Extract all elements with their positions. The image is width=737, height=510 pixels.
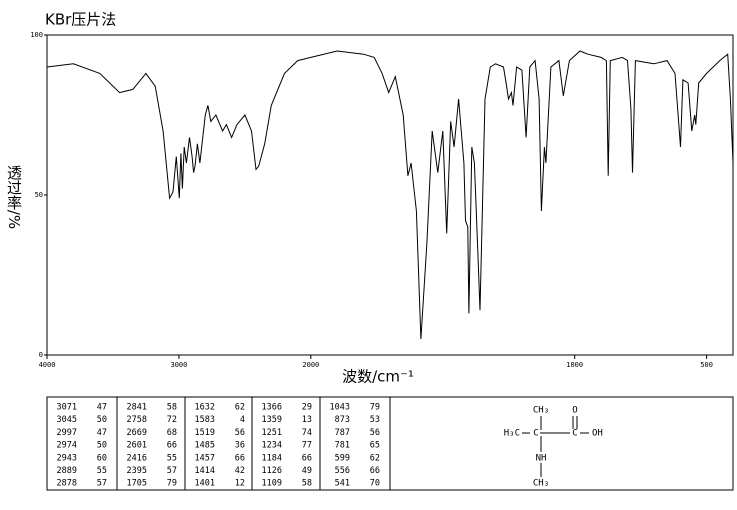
table-transmittance: 68 [167, 428, 177, 438]
table-wavenumber: 2974 [57, 441, 77, 451]
table-transmittance: 56 [235, 428, 245, 438]
atom-label: C [572, 429, 577, 439]
table-transmittance: 58 [167, 403, 177, 413]
structure-bonds [522, 416, 589, 477]
table-wavenumber: 1366 [262, 403, 282, 413]
table-transmittance: 53 [370, 415, 380, 425]
table-transmittance: 4 [240, 415, 245, 425]
table-wavenumber: 1705 [127, 479, 147, 489]
table-transmittance: 55 [167, 453, 177, 463]
table-wavenumber: 2943 [57, 453, 77, 463]
table-wavenumber: 1583 [195, 415, 215, 425]
table-wavenumber: 2669 [127, 428, 147, 438]
table-wavenumber: 2997 [57, 428, 77, 438]
table-transmittance: 74 [302, 428, 312, 438]
table-wavenumber: 3071 [57, 403, 77, 413]
table-transmittance: 36 [235, 441, 245, 451]
table-transmittance: 62 [235, 403, 245, 413]
table-transmittance: 50 [97, 415, 107, 425]
atom-label: CH₃ [533, 406, 549, 416]
y-tick-label: 100 [30, 31, 43, 39]
table-transmittance: 72 [167, 415, 177, 425]
table-wavenumber: 3045 [57, 415, 77, 425]
table-transmittance: 66 [370, 466, 380, 476]
table-transmittance: 57 [167, 466, 177, 476]
table-wavenumber: 2889 [57, 466, 77, 476]
atom-label: C [533, 429, 538, 439]
table-transmittance: 29 [302, 403, 312, 413]
table-transmittance: 66 [167, 441, 177, 451]
table-wavenumber: 1043 [330, 403, 350, 413]
chart-title: KBr压片法 [45, 11, 116, 29]
plot-frame [46, 34, 734, 356]
table-wavenumber: 2878 [57, 479, 77, 489]
table-transmittance: 56 [370, 428, 380, 438]
table-transmittance: 49 [302, 466, 312, 476]
table-wavenumber: 1401 [195, 479, 215, 489]
table-transmittance: 55 [97, 466, 107, 476]
table-wavenumber: 1184 [262, 453, 282, 463]
table-wavenumber: 787 [335, 428, 350, 438]
table-wavenumber: 2841 [127, 403, 147, 413]
y-tick-label: 50 [35, 191, 43, 199]
table-transmittance: 70 [370, 479, 380, 489]
x-tick-label: 2000 [302, 361, 319, 369]
table-transmittance: 66 [302, 453, 312, 463]
table-transmittance: 47 [97, 428, 107, 438]
x-axis-label: 波数/cm⁻¹ [342, 368, 414, 386]
table-wavenumber: 2416 [127, 453, 147, 463]
table-transmittance: 12 [235, 479, 245, 489]
table-transmittance: 13 [302, 415, 312, 425]
atom-label: O [572, 406, 577, 416]
table-wavenumber: 1632 [195, 403, 215, 413]
y-axis-label: 透过率/% [5, 165, 23, 229]
x-tick-label: 500 [700, 361, 713, 369]
table-transmittance: 79 [167, 479, 177, 489]
table-wavenumber: 541 [335, 479, 350, 489]
table-wavenumber: 1109 [262, 479, 282, 489]
table-wavenumber: 2601 [127, 441, 147, 451]
spectrum-line [46, 50, 734, 340]
table-wavenumber: 873 [335, 415, 350, 425]
table-transmittance: 47 [97, 403, 107, 413]
table-wavenumber: 1414 [195, 466, 215, 476]
table-wavenumber: 1126 [262, 466, 282, 476]
atom-label: NH [536, 454, 547, 464]
x-tick-label: 4000 [39, 361, 56, 369]
table-wavenumber: 781 [335, 441, 350, 451]
table-transmittance: 62 [370, 453, 380, 463]
table-wavenumber: 1359 [262, 415, 282, 425]
table-wavenumber: 2395 [127, 466, 147, 476]
table-wavenumber: 1457 [195, 453, 215, 463]
table-wavenumber: 1485 [195, 441, 215, 451]
table-transmittance: 57 [97, 479, 107, 489]
table-transmittance: 66 [235, 453, 245, 463]
table-transmittance: 58 [302, 479, 312, 489]
table-wavenumber: 2758 [127, 415, 147, 425]
y-tick-label: 0 [39, 351, 43, 359]
table-transmittance: 65 [370, 441, 380, 451]
atom-label: H₃C [504, 429, 520, 439]
x-tick-label: 3000 [170, 361, 187, 369]
x-tick-label: 1000 [566, 361, 583, 369]
table-transmittance: 50 [97, 441, 107, 451]
table-wavenumber: 556 [335, 466, 350, 476]
table-transmittance: 79 [370, 403, 380, 413]
table-transmittance: 60 [97, 453, 107, 463]
table-transmittance: 77 [302, 441, 312, 451]
table-wavenumber: 1519 [195, 428, 215, 438]
table-wavenumber: 1251 [262, 428, 282, 438]
table-wavenumber: 599 [335, 453, 350, 463]
atom-label: CH₃ [533, 479, 549, 489]
table-wavenumber: 1234 [262, 441, 282, 451]
table-transmittance: 42 [235, 466, 245, 476]
atom-label: OH [592, 429, 603, 439]
